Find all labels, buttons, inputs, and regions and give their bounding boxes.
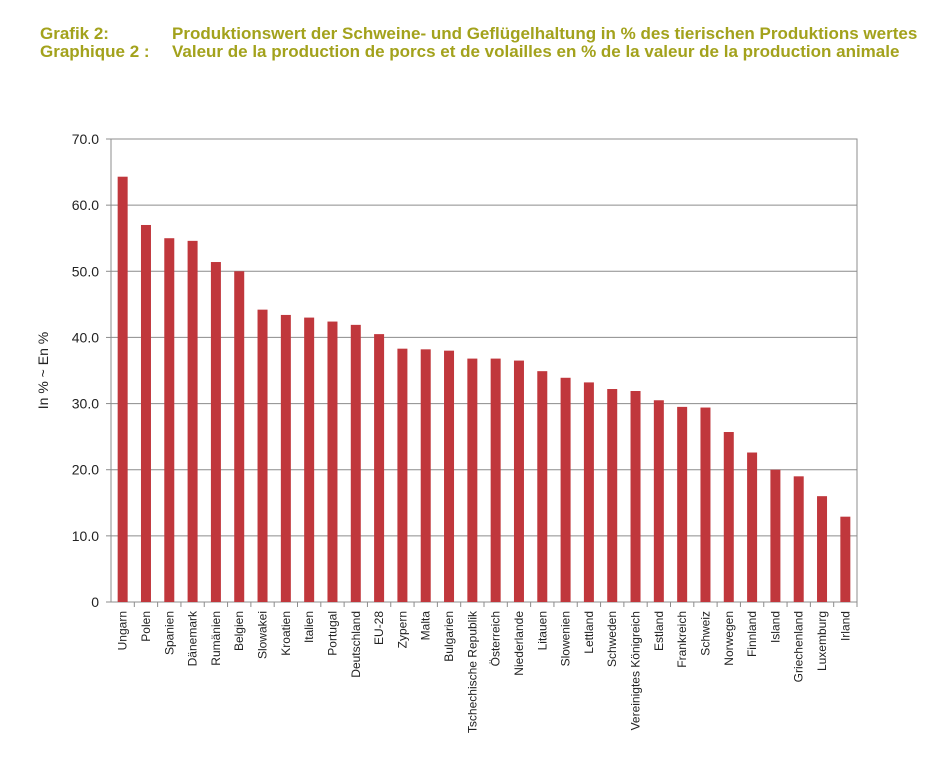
bar (560, 377, 571, 602)
bar (257, 309, 268, 602)
x-tick-label: Irland (838, 611, 852, 641)
x-tick-label: Norwegen (722, 611, 736, 666)
x-tick-label: Ungarn (116, 611, 130, 650)
y-tick-label: 60.0 (72, 197, 99, 213)
x-tick-label: Belgien (232, 611, 246, 651)
bar (187, 240, 198, 603)
chart-header: Grafik 2: Produktionswert der Schweine- … (40, 24, 940, 61)
x-tick-label: Dänemark (186, 610, 200, 666)
x-tick-label: Finnland (745, 611, 759, 657)
bar (490, 358, 501, 602)
bar (607, 389, 618, 602)
x-tick-label: Frankreich (675, 611, 689, 668)
x-tick-label: Niederlande (512, 611, 526, 676)
bar (840, 516, 851, 602)
bar (117, 176, 128, 603)
y-tick-label: 30.0 (72, 396, 99, 412)
x-tick-label: Estland (652, 611, 666, 651)
x-tick-label: Litauen (535, 611, 549, 650)
x-tick-label: Schweiz (698, 611, 712, 656)
x-tick-label: Vereinigtes Königreich (629, 611, 643, 730)
header-label-fr: Graphique 2 : (40, 42, 150, 61)
bar (140, 224, 151, 602)
bar (700, 407, 711, 602)
bar (397, 348, 408, 602)
bar (747, 452, 758, 602)
bar (537, 371, 548, 602)
bar (467, 358, 478, 602)
plot-area (110, 138, 858, 603)
y-tick-label: 20.0 (72, 462, 99, 478)
bar (164, 238, 175, 602)
x-tick-label: Portugal (325, 611, 339, 656)
y-tick-label: 70.0 (72, 131, 99, 147)
bar (280, 314, 291, 602)
x-tick-label: Luxemburg (815, 611, 829, 671)
x-tick-label: Griechenland (792, 611, 806, 682)
header-title-fr: Valeur de la production de porcs et de v… (172, 42, 900, 61)
header-title-de: Produktionswert der Schweine- und Geflüg… (172, 24, 918, 43)
y-tick-label: 40.0 (72, 329, 99, 345)
x-tick-label: Island (768, 611, 782, 643)
header-label-de: Grafik 2: (40, 24, 109, 43)
x-tick-label: Kroatien (279, 611, 293, 656)
x-tick-label: Slowakei (256, 611, 270, 659)
header-row-de: Grafik 2: Produktionswert der Schweine- … (40, 24, 940, 43)
x-tick-label: Deutschland (349, 611, 363, 678)
x-tick-label: Österreich (489, 611, 503, 666)
x-tick-label: Bulgarien (442, 611, 456, 662)
x-tick-label: EU-28 (372, 611, 386, 645)
bar (210, 262, 221, 602)
header-row-fr: Graphique 2 : Valeur de la production de… (40, 42, 940, 61)
x-tick-label: Malta (419, 611, 433, 641)
x-tick-label: Schweden (605, 611, 619, 667)
x-tick-label: Zypern (395, 611, 409, 648)
bar (770, 469, 781, 602)
x-tick-label: Slowenien (559, 611, 573, 666)
y-tick-label: 50.0 (72, 263, 99, 279)
bar (234, 271, 245, 602)
y-tick-label: 0 (91, 594, 99, 610)
x-tick-label: Rumänien (209, 611, 223, 666)
x-tick-label: Tschechische Republik (465, 610, 479, 733)
y-tick-label: 10.0 (72, 528, 99, 544)
bar (583, 382, 594, 602)
bar (327, 321, 338, 602)
x-tick-label: Italien (302, 611, 316, 643)
x-tick-label: Lettland (582, 611, 596, 654)
bar (677, 406, 688, 602)
bar (653, 400, 664, 602)
x-tick-label: Polen (139, 611, 153, 642)
bar (817, 496, 828, 602)
bar (420, 349, 431, 602)
bar (793, 476, 804, 602)
bar (304, 317, 315, 602)
bar (444, 350, 455, 602)
bar (374, 334, 385, 602)
bar (630, 391, 641, 602)
y-axis-label: In % ~ En % (35, 332, 51, 409)
bar (723, 432, 734, 602)
bar (350, 324, 361, 602)
x-tick-label: Spanien (162, 611, 176, 655)
bar (513, 360, 524, 602)
